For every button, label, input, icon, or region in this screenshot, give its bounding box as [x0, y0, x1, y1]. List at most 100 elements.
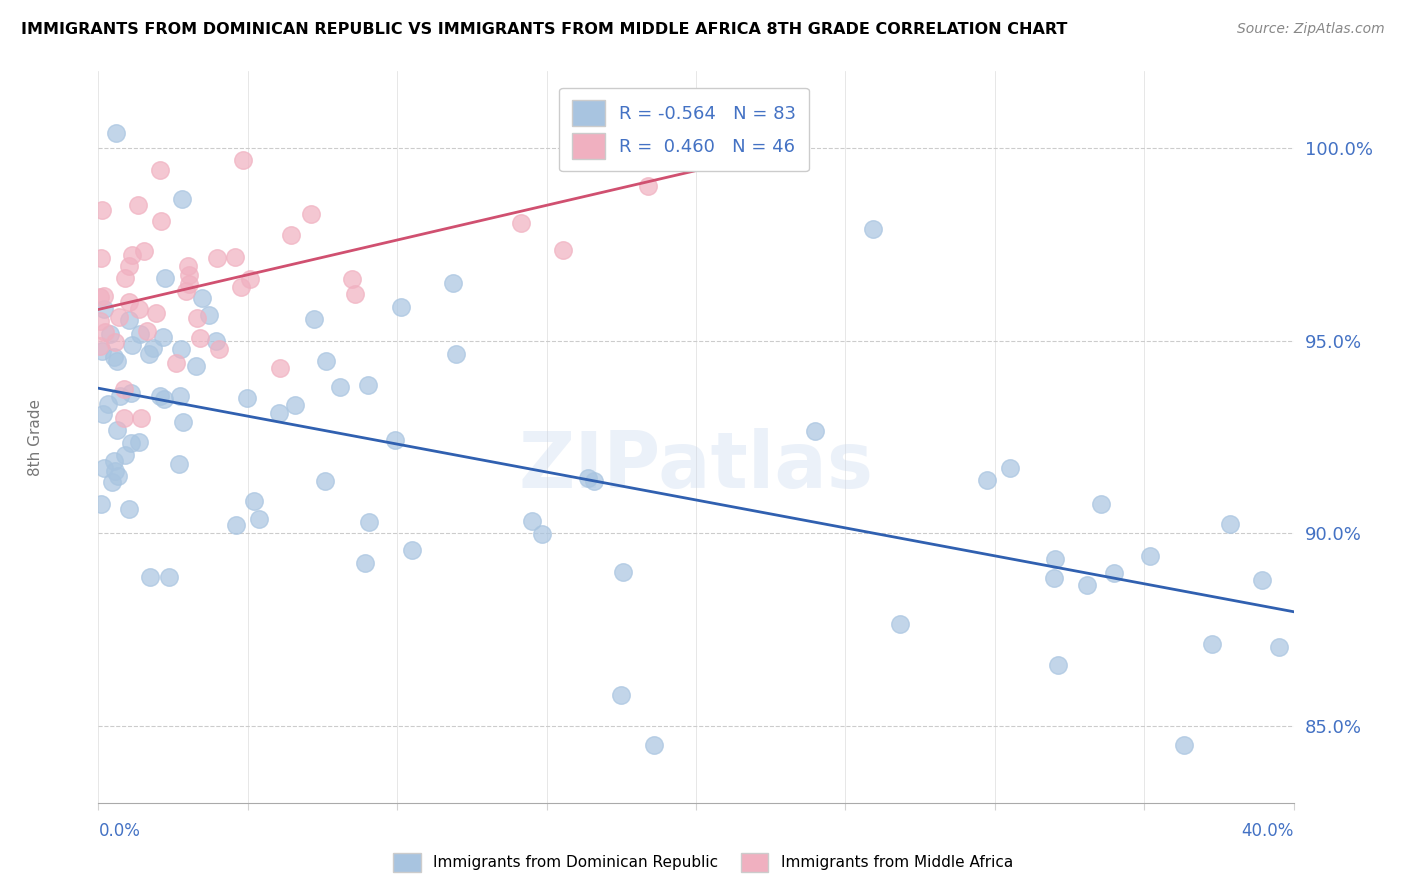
Point [344, 286, 367, 301]
Point [1090, 497, 1112, 511]
Point [120, 386, 142, 401]
Point [610, 688, 633, 702]
Point [136, 325, 159, 339]
Point [89, 314, 111, 328]
Point [118, 313, 141, 327]
Point [104, 464, 127, 478]
Point [1173, 738, 1195, 752]
Point [153, 392, 176, 407]
Point [340, 272, 363, 286]
Point [235, 391, 257, 405]
Point [90, 202, 112, 217]
Y-axis label: 8th Grade: 8th Grade [28, 399, 42, 475]
Point [165, 356, 187, 370]
Point [302, 312, 325, 326]
Point [269, 361, 291, 376]
Point [128, 434, 150, 449]
Point [167, 457, 190, 471]
Point [1076, 578, 1098, 592]
Point [114, 271, 136, 285]
Point [139, 570, 162, 584]
Point [121, 337, 143, 351]
Point [142, 341, 165, 355]
Text: Source: ZipAtlas.com: Source: ZipAtlas.com [1237, 22, 1385, 37]
Point [205, 251, 228, 265]
Point [101, 475, 124, 490]
Point [190, 292, 212, 306]
Point [247, 512, 270, 526]
Point [170, 343, 193, 357]
Point [120, 436, 142, 450]
Point [1267, 640, 1289, 655]
Legend: R = -0.564   N = 83, R =  0.460   N = 46: R = -0.564 N = 83, R = 0.460 N = 46 [560, 87, 808, 171]
Point [1043, 571, 1066, 585]
Point [107, 468, 129, 483]
Point [384, 433, 406, 447]
Point [98, 326, 121, 341]
Point [208, 342, 231, 356]
Point [108, 389, 131, 403]
Point [862, 221, 884, 235]
Point [231, 153, 253, 167]
Point [551, 243, 574, 257]
Point [1139, 549, 1161, 563]
Point [998, 460, 1021, 475]
Point [177, 260, 200, 274]
Point [354, 556, 377, 570]
Point [329, 380, 352, 394]
Point [284, 398, 307, 412]
Text: IMMIGRANTS FROM DOMINICAN REPUBLIC VS IMMIGRANTS FROM MIDDLE AFRICA 8TH GRADE CO: IMMIGRANTS FROM DOMINICAN REPUBLIC VS IM… [21, 22, 1067, 37]
Point [177, 277, 200, 291]
Point [184, 359, 207, 374]
Point [576, 470, 599, 484]
Point [314, 474, 336, 488]
Point [129, 326, 152, 341]
Point [94, 326, 117, 340]
Point [389, 300, 412, 314]
Point [145, 306, 167, 320]
Point [530, 527, 553, 541]
Point [93, 301, 115, 316]
Point [107, 310, 129, 325]
Point [105, 423, 128, 437]
Point [1250, 573, 1272, 587]
Point [889, 617, 911, 632]
Point [169, 389, 191, 403]
Point [444, 347, 467, 361]
Point [637, 179, 659, 194]
Point [128, 302, 150, 317]
Point [582, 474, 605, 488]
Point [127, 198, 149, 212]
Point [1104, 566, 1126, 580]
Point [90, 252, 112, 266]
Point [510, 216, 533, 230]
Point [643, 738, 665, 752]
Point [91, 407, 114, 421]
Point [1201, 637, 1223, 651]
Point [149, 163, 172, 178]
Point [177, 268, 200, 282]
Point [638, 141, 661, 155]
Point [299, 207, 322, 221]
Point [401, 543, 423, 558]
Point [1047, 658, 1070, 673]
Point [121, 248, 143, 262]
Point [149, 389, 172, 403]
Point [138, 347, 160, 361]
Point [441, 276, 464, 290]
Text: ZIPatlas: ZIPatlas [519, 428, 873, 504]
Point [804, 424, 827, 438]
Point [174, 284, 197, 298]
Point [103, 454, 125, 468]
Point [267, 406, 290, 420]
Point [1045, 552, 1067, 566]
Legend: Immigrants from Dominican Republic, Immigrants from Middle Africa: Immigrants from Dominican Republic, Immi… [385, 845, 1021, 880]
Point [105, 354, 128, 368]
Point [93, 461, 115, 475]
Point [118, 259, 141, 273]
Text: 0.0%: 0.0% [98, 822, 141, 840]
Point [315, 354, 337, 368]
Point [520, 514, 543, 528]
Point [229, 280, 252, 294]
Point [97, 397, 120, 411]
